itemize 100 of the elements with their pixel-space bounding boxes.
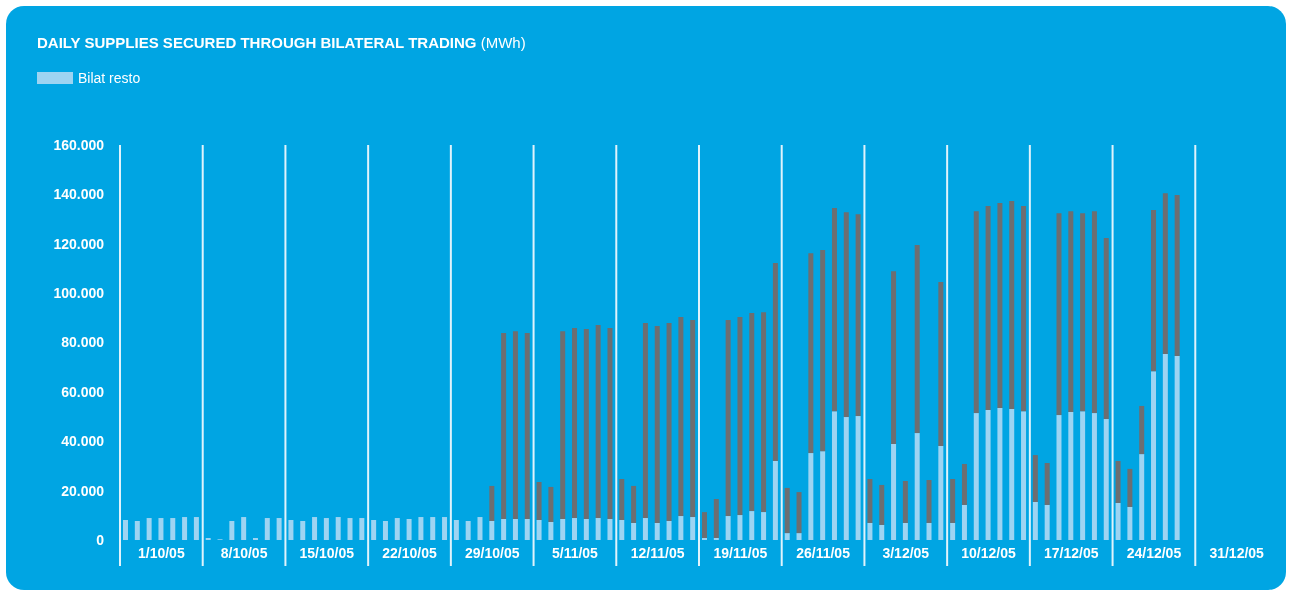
- bar: [973, 413, 979, 540]
- bar: [595, 324, 601, 519]
- y-tick-label: 140.000: [53, 186, 105, 203]
- bar: [831, 411, 837, 540]
- bar: [702, 512, 707, 539]
- bar: [761, 312, 767, 513]
- bar: [1021, 205, 1027, 412]
- bar: [808, 253, 814, 454]
- x-tick-label: 5/11/05: [551, 544, 599, 561]
- y-tick-label: 0: [96, 531, 105, 548]
- bar: [489, 520, 495, 540]
- x-tick-label: 26/11/05: [796, 544, 851, 561]
- bar: [1162, 193, 1168, 355]
- bar: [619, 520, 625, 540]
- bar: [1091, 413, 1097, 540]
- x-tick-label: 12/11/05: [630, 544, 685, 561]
- bar: [312, 517, 318, 540]
- bar: [465, 520, 471, 540]
- bar: [1103, 419, 1109, 540]
- bar: [1009, 408, 1015, 540]
- bar: [276, 518, 282, 540]
- legend-label: Bilat resto: [78, 70, 141, 86]
- y-tick-label: 120.000: [53, 235, 105, 252]
- bar: [902, 481, 908, 523]
- bar: [1056, 415, 1062, 540]
- bar: [264, 518, 270, 540]
- bar: [607, 519, 613, 540]
- bar: [926, 480, 932, 523]
- bar: [1127, 506, 1133, 540]
- bar: [938, 445, 944, 540]
- bar: [477, 517, 483, 540]
- bar: [241, 517, 247, 540]
- bar: [631, 485, 637, 523]
- y-tick-label: 20.000: [61, 482, 105, 499]
- bar: [961, 504, 967, 540]
- x-tick-label: 1/10/05: [138, 544, 185, 561]
- bar: [193, 517, 199, 540]
- bar: [359, 518, 365, 540]
- bar: [737, 515, 743, 540]
- bar: [761, 512, 767, 540]
- bar: [867, 522, 873, 540]
- bar: [690, 517, 696, 540]
- bar: [678, 317, 684, 517]
- bar: [229, 520, 235, 540]
- bar: [961, 463, 967, 505]
- bar: [855, 416, 861, 540]
- bar: [394, 518, 400, 540]
- bar: [642, 323, 648, 519]
- bar: [442, 517, 448, 540]
- bar: [772, 263, 778, 461]
- x-tick-label: 19/11/05: [713, 544, 768, 561]
- bar: [678, 516, 684, 540]
- bar: [572, 518, 578, 540]
- bar: [1162, 354, 1168, 540]
- y-tick-label: 100.000: [53, 285, 105, 302]
- bar: [867, 479, 873, 523]
- bar: [170, 518, 176, 540]
- bar: [666, 520, 672, 540]
- y-tick-label: 60.000: [61, 383, 105, 400]
- bar: [512, 519, 518, 540]
- bar: [820, 249, 826, 452]
- bar: [666, 323, 672, 521]
- bar: [1080, 213, 1086, 412]
- bar: [595, 518, 601, 540]
- bar: [1056, 213, 1062, 416]
- bar: [371, 520, 377, 540]
- bar: [548, 521, 554, 540]
- bar: [1115, 502, 1121, 540]
- bar: [725, 320, 731, 517]
- bar: [796, 533, 802, 540]
- bar: [1103, 238, 1109, 420]
- bar: [784, 533, 790, 540]
- bar: [808, 453, 814, 540]
- bar: [524, 519, 530, 540]
- bar: [784, 487, 790, 534]
- bar: [997, 203, 1003, 408]
- bar: [1139, 454, 1145, 540]
- bar: [1115, 461, 1121, 503]
- bar: [642, 518, 648, 540]
- bar: [512, 331, 518, 520]
- bar: [843, 417, 849, 540]
- bar: [914, 433, 920, 540]
- bar: [347, 518, 353, 540]
- bar: [1080, 411, 1086, 540]
- y-tick-label: 40.000: [61, 433, 105, 450]
- y-tick-label: 80.000: [61, 334, 105, 351]
- x-tick-label: 22/10/05: [382, 544, 437, 561]
- bar: [985, 409, 991, 540]
- bar: [772, 461, 778, 540]
- bar: [1151, 209, 1157, 372]
- x-tick-label: 24/12/05: [1126, 544, 1182, 561]
- bar: [123, 520, 128, 540]
- bar: [1068, 211, 1074, 413]
- bar: [430, 517, 436, 540]
- bar: [406, 519, 412, 540]
- bar: [560, 331, 566, 520]
- bar: [1009, 201, 1015, 409]
- bar: [914, 244, 920, 434]
- bar: [288, 520, 294, 540]
- bar: [749, 511, 755, 540]
